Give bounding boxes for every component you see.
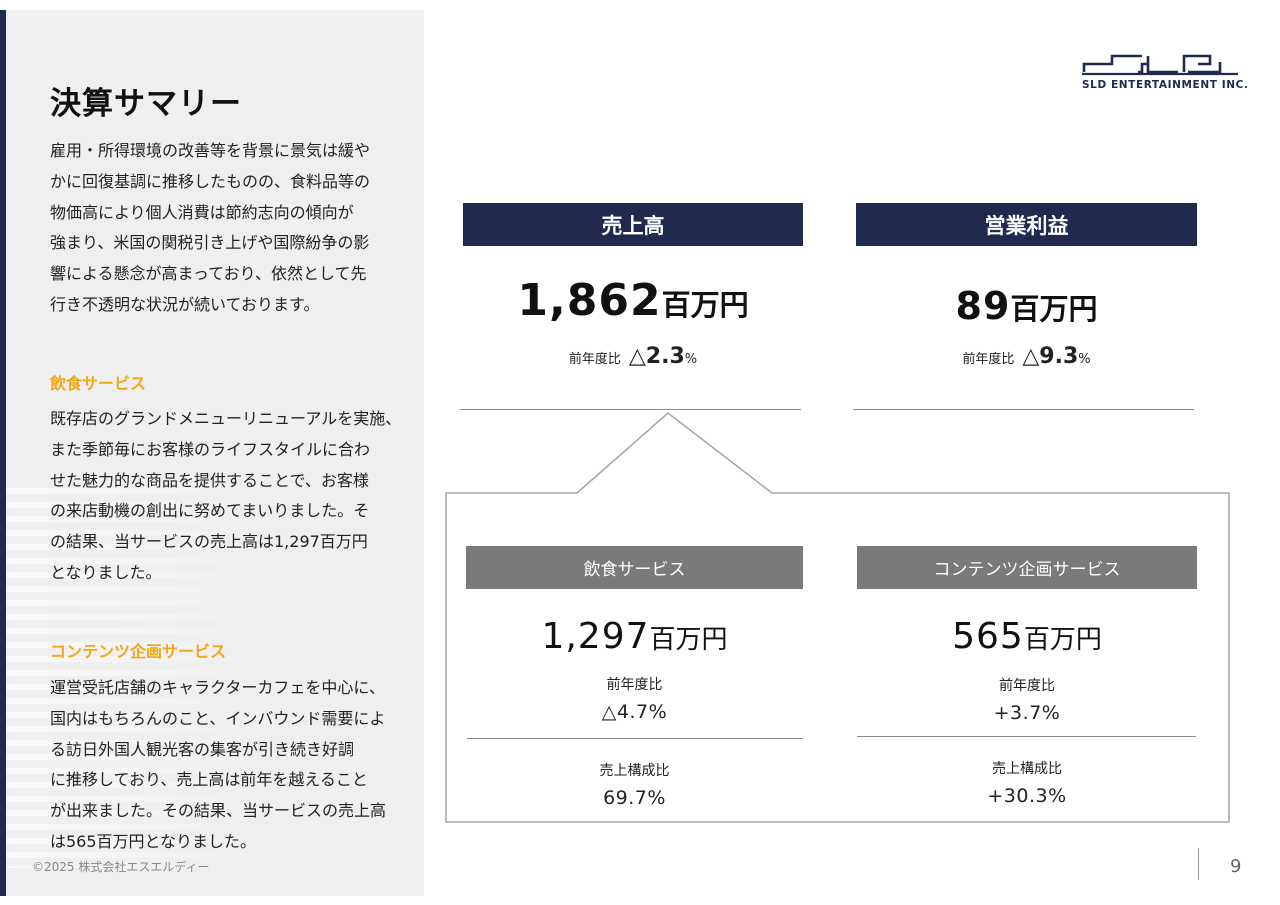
sales-value: 1,862百万円: [517, 275, 749, 326]
content-section-heading: コンテンツ企画サービス: [50, 642, 227, 661]
page-number: 9: [1230, 856, 1242, 877]
profit-value: 89百万円: [955, 284, 1098, 328]
food-section-text: 既存店のグランドメニューリニューアルを実施、 また季節毎にお客様のライフスタイル…: [50, 409, 402, 582]
logo-text: SLD ENTERTAINMENT INC.: [1082, 79, 1249, 91]
page-title: 決算サマリー: [50, 86, 242, 122]
summary-intro: 雇用・所得環境の改善等を背景に景気は緩や かに回復基調に推移したものの、食料品等…: [50, 141, 371, 314]
decorative-stripes: [6, 488, 266, 868]
sld-logo-icon: [1082, 54, 1238, 76]
content-service-yoy-label: 前年度比: [999, 678, 1055, 694]
sales-header: 売上高: [463, 203, 803, 246]
content-service-header: コンテンツ企画サービス: [857, 546, 1197, 589]
content-service-yoy-value: +3.7%: [993, 702, 1061, 724]
content-service-value: 565百万円: [952, 616, 1102, 657]
profit-divider: [853, 409, 1194, 410]
profit-header: 営業利益: [856, 203, 1197, 246]
food-section-heading: 飲食サービス: [50, 374, 147, 393]
copyright: ©2025 株式会社エスエルディー: [32, 860, 210, 874]
sales-yoy: 前年度比 △2.3%: [568, 344, 698, 369]
food-service-divider: [467, 738, 803, 739]
profit-yoy: 前年度比 △9.3%: [962, 344, 1091, 369]
sales-divider: [460, 409, 801, 410]
content-service-share-value: +30.3%: [987, 785, 1067, 807]
left-accent-bar: [0, 10, 6, 896]
content-service-divider: [857, 736, 1196, 737]
page-number-separator: [1198, 848, 1199, 880]
food-service-yoy-label: 前年度比: [606, 677, 663, 693]
company-logo: SLD ENTERTAINMENT INC.: [1082, 52, 1249, 91]
content-service-share-label: 売上構成比: [992, 761, 1062, 777]
content-section-text: 運営受託店舗のキャラクターカフェを中心に、 国内はもちろんのこと、インバウンド需…: [50, 678, 387, 851]
food-service-value: 1,297百万円: [541, 616, 728, 657]
food-service-yoy-value: △4.7%: [601, 701, 668, 723]
food-service-share-label: 売上構成比: [599, 763, 670, 779]
food-service-header: 飲食サービス: [466, 546, 803, 589]
food-service-share-value: 69.7%: [603, 787, 666, 809]
